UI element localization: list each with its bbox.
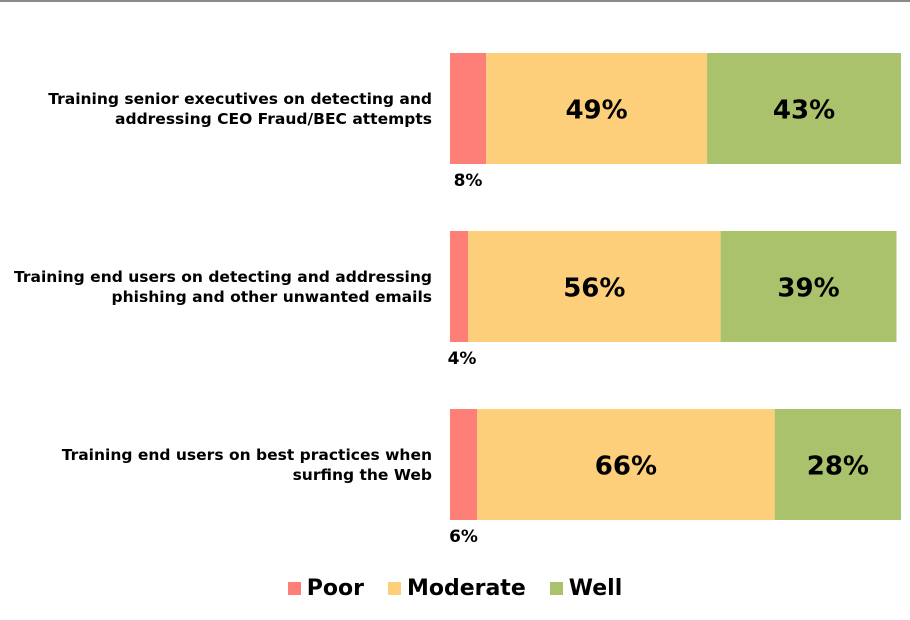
legend-label: Well [568, 576, 623, 601]
bar-segment [468, 231, 721, 342]
top-border [0, 0, 910, 2]
category-label: Training senior executives on detecting … [48, 89, 432, 128]
legend-item: Moderate [387, 576, 526, 601]
bar-segment [450, 409, 478, 520]
legend-label: Moderate [406, 576, 526, 601]
data-label: 49% [565, 96, 627, 126]
legend: Poor Moderate Well [0, 576, 910, 601]
data-label: 8% [454, 171, 483, 191]
legend-swatch [387, 582, 401, 595]
data-label: 6% [449, 527, 478, 547]
category-label: Training end users on detecting and addr… [14, 267, 432, 306]
legend-swatch [287, 582, 301, 595]
bar-segment [477, 409, 775, 520]
legend-item: Poor [287, 576, 364, 601]
data-label: 43% [773, 96, 835, 126]
bar-segment [486, 53, 708, 164]
bar-segment [450, 53, 487, 164]
bar-segment [720, 231, 897, 342]
data-label: 66% [595, 452, 657, 482]
legend-label: Poor [306, 576, 364, 601]
data-label: 39% [777, 274, 839, 304]
category-label: Training end users on best practices whe… [61, 445, 432, 484]
bar-segment [450, 231, 469, 342]
legend-swatch [549, 582, 563, 595]
legend-item: Well [549, 576, 623, 601]
data-label: 4% [448, 349, 477, 369]
bar-segment [707, 53, 901, 164]
bar-segment [774, 409, 901, 520]
data-label: 28% [807, 452, 869, 482]
data-label: 56% [563, 274, 625, 304]
